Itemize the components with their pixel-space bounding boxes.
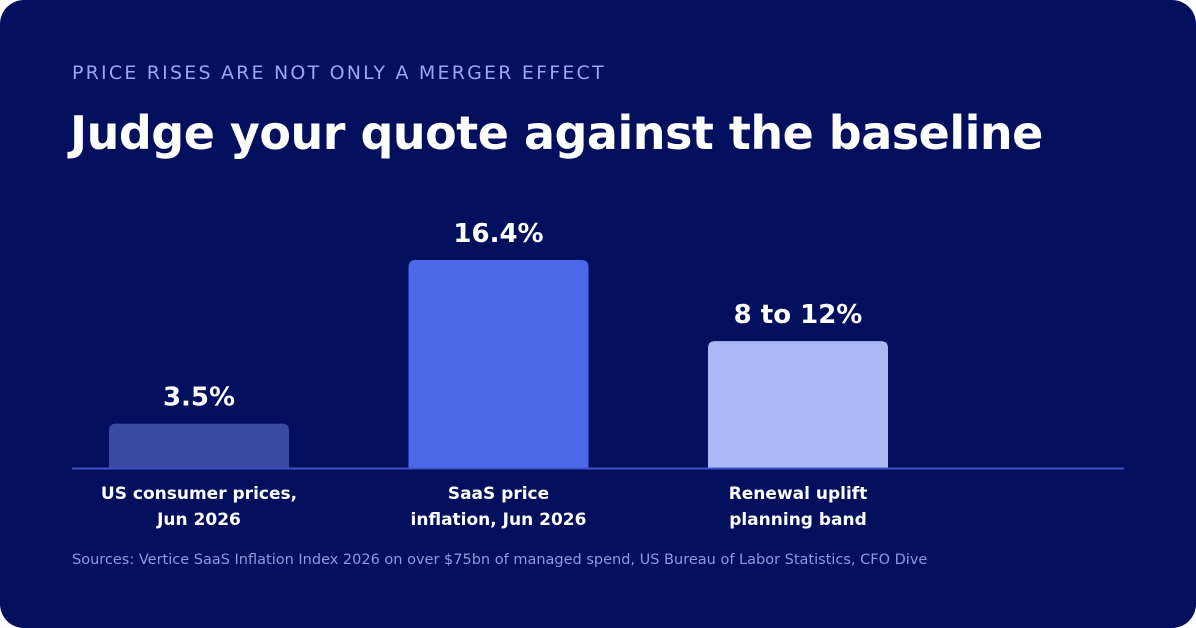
category-label-3: Renewal uplift planning band bbox=[729, 484, 868, 530]
bar-value-label-3: 8 to 12% bbox=[734, 300, 863, 330]
source-note: Sources: Vertice SaaS Inflation Index 20… bbox=[72, 552, 928, 568]
bar-3 bbox=[708, 341, 888, 468]
category-label-1: US consumer prices, Jun 2026 bbox=[101, 484, 297, 530]
eyebrow-text: PRICE RISES ARE NOT ONLY A MERGER EFFECT bbox=[72, 62, 606, 84]
chart-title: Judge your quote against the baseline bbox=[70, 106, 1043, 160]
bar-2 bbox=[408, 260, 589, 468]
bar-1 bbox=[109, 423, 289, 468]
category-label-2: SaaS price inflation, Jun 2026 bbox=[411, 484, 587, 530]
bar-value-label-2: 16.4% bbox=[453, 219, 543, 249]
bar-value-label-1: 3.5% bbox=[163, 383, 235, 413]
